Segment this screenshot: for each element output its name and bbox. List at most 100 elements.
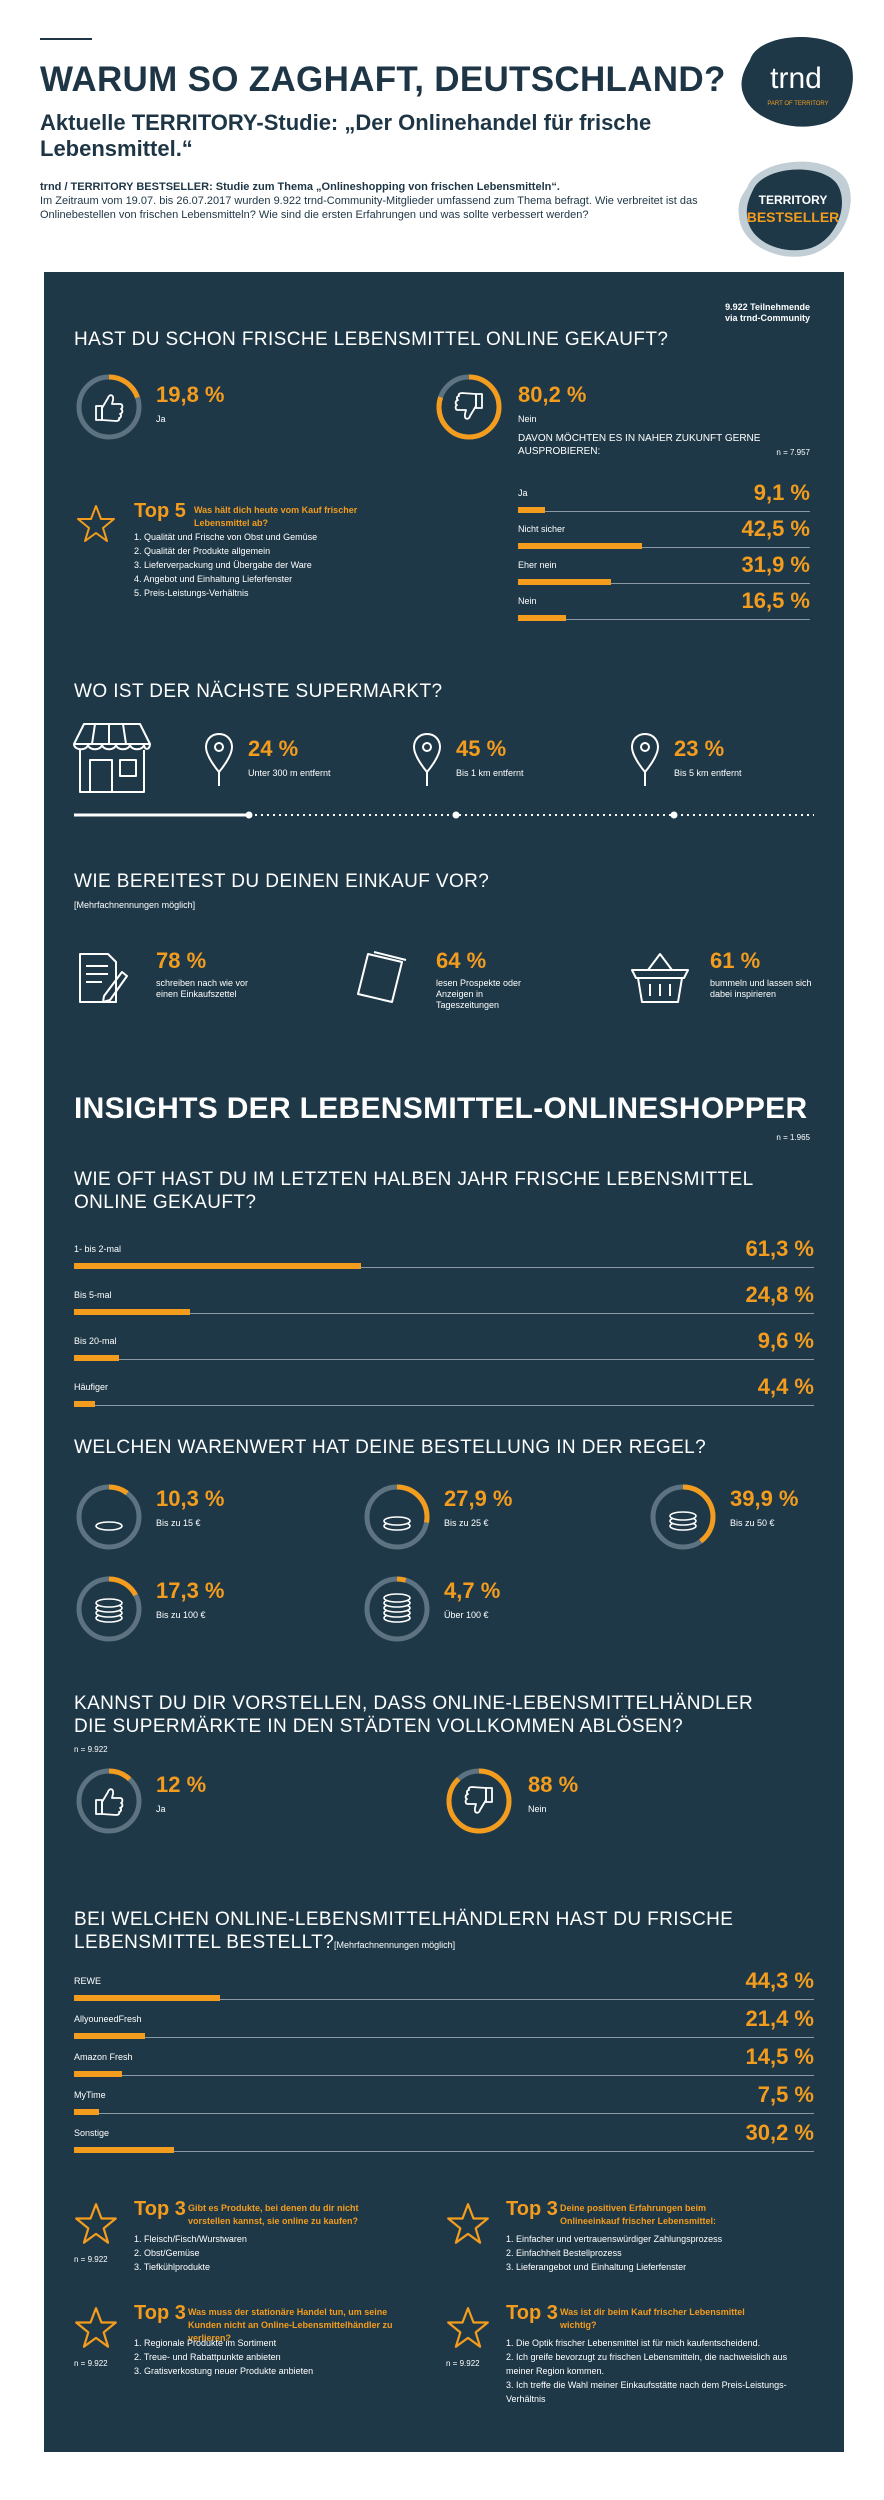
location-pin-icon bbox=[204, 732, 234, 786]
q1-yes-ring bbox=[76, 374, 142, 440]
brochure-icon bbox=[357, 951, 407, 1003]
q1-future-value: 42,5 % bbox=[741, 516, 811, 541]
top3-item: 3. Ich treffe die Wahl meiner Einkaufsst… bbox=[506, 2380, 787, 2404]
page-title: WARUM SO ZAGHAFT, DEUTSCHLAND? bbox=[40, 60, 726, 99]
q7-value: 44,3 % bbox=[745, 1968, 815, 1993]
top3-question: Was muss der stationäre Handel tun, um s… bbox=[188, 2307, 393, 2343]
q4-row: Bis 20-mal 9,6 % bbox=[74, 1328, 814, 1362]
intro-body: Im Zeitraum vom 19.07. bis 26.07.2017 wu… bbox=[40, 195, 698, 221]
q7-value: 14,5 % bbox=[745, 2044, 815, 2069]
q4-label: Bis 5-mal bbox=[74, 1290, 112, 1300]
q5-pct: 39,9 % bbox=[730, 1486, 799, 1511]
q7-label: Sonstige bbox=[74, 2128, 110, 2138]
q1-future-row: Nein 16,5 % bbox=[518, 588, 810, 622]
q5-pct: 27,9 % bbox=[444, 1486, 513, 1511]
star-icon bbox=[447, 2307, 489, 2348]
q1-future-row: Nicht sicher 42,5 % bbox=[518, 516, 810, 550]
top5-item: 3. Lieferverpackung und Übergabe der War… bbox=[134, 560, 312, 570]
q1-no-pct: 80,2 % bbox=[518, 382, 587, 407]
q5-title: WELCHEN WARENWERT HAT DEINE BESTELLUNG I… bbox=[74, 1437, 707, 1458]
participants-count: 9.922 Teilnehmende bbox=[725, 302, 810, 312]
top3-item: 1. Fleisch/Fisch/Wurstwaren bbox=[134, 2234, 247, 2244]
q4-track bbox=[74, 1359, 814, 1360]
top3-title: Top 3 bbox=[134, 2302, 186, 2324]
q1-future-track bbox=[518, 619, 810, 620]
q7-label: MyTime bbox=[74, 2090, 106, 2100]
q6-n: n = 9.922 bbox=[74, 1745, 108, 1754]
top3-item: 1. Regionale Produkte im Sortiment bbox=[134, 2338, 277, 2348]
q7-value: 21,4 % bbox=[745, 2006, 815, 2031]
q4-value: 24,8 % bbox=[745, 1282, 815, 1307]
q1-future-label: Eher nein bbox=[518, 560, 557, 570]
q1-future-label: Nein bbox=[518, 596, 537, 606]
q4-label: Häufiger bbox=[74, 1382, 109, 1392]
q5-ring bbox=[650, 1484, 716, 1550]
coins-icon bbox=[383, 1516, 411, 1531]
q2-pct: 23 % bbox=[674, 736, 725, 761]
thumbs-up-icon bbox=[95, 1788, 124, 1816]
q6-title-line2: DIE SUPERMÄRKTE IN DEN STÄDTEN VOLLKOMME… bbox=[74, 1716, 684, 1737]
q1-no-ring bbox=[436, 374, 502, 440]
top3-question: Gibt es Produkte, bei denen du dir nicht… bbox=[188, 2203, 359, 2226]
q3-label: bummeln und lassen sich dabei inspiriere… bbox=[710, 978, 812, 999]
q7-row: Sonstige 30,2 % bbox=[74, 2120, 814, 2154]
thumbs-down-icon bbox=[464, 1786, 493, 1814]
q1-future-n: n = 7.957 bbox=[776, 448, 810, 457]
q6-title-line1: KANNST DU DIR VORSTELLEN, DASS ONLINE-LE… bbox=[74, 1693, 754, 1714]
top3-title: Top 3 bbox=[134, 2198, 186, 2220]
q7-fill bbox=[74, 2147, 174, 2153]
top5-item: 2. Qualität der Produkte allgemein bbox=[134, 546, 271, 556]
q1-yes-label: Ja bbox=[156, 414, 166, 424]
q7-row: AllyouneedFresh 21,4 % bbox=[74, 2006, 814, 2040]
q2-label: Bis 1 km entfernt bbox=[456, 768, 524, 778]
top3-n: n = 9.922 bbox=[74, 2359, 108, 2368]
trnd-logo: trnd PART OF TERRITORY bbox=[741, 36, 853, 127]
top3-item: 3. Tiefkühlprodukte bbox=[134, 2262, 211, 2272]
coins-icon bbox=[669, 1511, 697, 1531]
q6-yes-ring bbox=[76, 1768, 142, 1834]
q7-value: 7,5 % bbox=[757, 2082, 814, 2107]
q4-fill bbox=[74, 1309, 191, 1315]
top3-list: 1. Fleisch/Fisch/Wurstwaren 2. Obst/Gemüs… bbox=[134, 2232, 434, 2274]
insights-title: INSIGHTS DER LEBENSMITTEL-ONLINESHOPPER bbox=[74, 1092, 808, 1125]
q5-label: Über 100 € bbox=[444, 1610, 489, 1620]
q4-label: Bis 20-mal bbox=[74, 1336, 117, 1346]
participants-info: 9.922 Teilnehmende via trnd-Community bbox=[725, 302, 810, 324]
distance-scale bbox=[74, 811, 814, 819]
top3-item: 1. Die Optik frischer Lebensmittel ist f… bbox=[506, 2338, 761, 2348]
top3-item: 3. Lieferangebot und Einhaltung Lieferfe… bbox=[506, 2262, 687, 2272]
q7-track bbox=[74, 2075, 814, 2076]
q3-title: WIE BEREITEST DU DEINEN EINKAUF VOR? bbox=[74, 871, 490, 892]
top5-item: 4. Angebot und Einhaltung Lieferfenster bbox=[134, 574, 293, 584]
participants-source: via trnd-Community bbox=[724, 313, 810, 323]
top5-item: 5. Preis-Leistungs-Verhältnis bbox=[134, 588, 249, 598]
q1-title: HAST DU SCHON FRISCHE LEBENSMITTEL ONLIN… bbox=[74, 329, 669, 350]
q7-fill bbox=[74, 2033, 145, 2039]
q3-note: [Mehrfachnennungen möglich] bbox=[74, 900, 196, 910]
q1-future-fill bbox=[518, 579, 612, 585]
q1-future-label: Ja bbox=[518, 488, 528, 498]
q6-yes-label: Ja bbox=[156, 1804, 166, 1814]
star-icon bbox=[447, 2203, 489, 2244]
q5-pct: 17,3 % bbox=[156, 1578, 225, 1603]
q1-future-value: 9,1 % bbox=[753, 480, 810, 505]
q1-future-value: 31,9 % bbox=[741, 552, 811, 577]
q1-future-value: 16,5 % bbox=[741, 588, 811, 613]
coins-icon bbox=[383, 1593, 411, 1623]
q5-label: Bis zu 15 € bbox=[156, 1518, 201, 1528]
trnd-logo-text: trnd bbox=[770, 62, 822, 95]
q5-label: Bis zu 100 € bbox=[156, 1610, 206, 1620]
q5-label: Bis zu 25 € bbox=[444, 1518, 489, 1528]
q7-fill bbox=[74, 2071, 122, 2077]
q7-row: Amazon Fresh 14,5 % bbox=[74, 2044, 814, 2078]
q1-future-label: Nicht sicher bbox=[518, 524, 566, 534]
q1-future-title: DAVON MÖCHTEN ES IN NAHER ZUKUNFT GERNE … bbox=[518, 433, 761, 457]
q7-row: MyTime 7,5 % bbox=[74, 2082, 814, 2116]
star-icon bbox=[77, 505, 115, 542]
q4-row: Häufiger 4,4 % bbox=[74, 1374, 814, 1408]
q7-track bbox=[74, 1999, 814, 2000]
page-subtitle: Aktuelle TERRITORY-Studie: „Der Onlineha… bbox=[40, 110, 652, 161]
q5-ring bbox=[76, 1484, 142, 1550]
q4-fill bbox=[74, 1263, 361, 1269]
shopping-basket-icon bbox=[631, 953, 689, 1003]
